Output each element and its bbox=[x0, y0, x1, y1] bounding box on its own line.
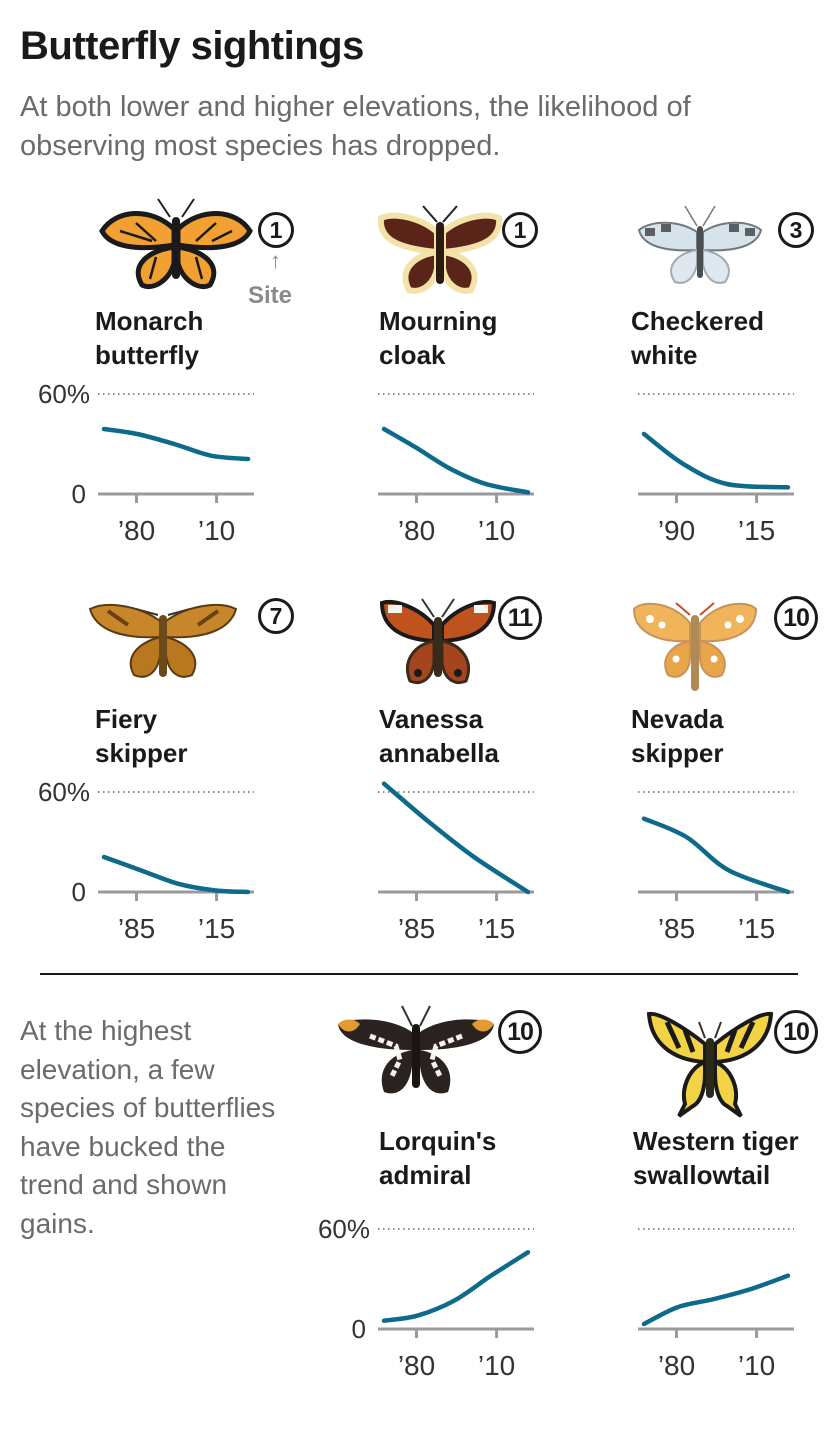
x-tick-label: ’10 bbox=[478, 515, 515, 546]
x-tick-label: ’10 bbox=[198, 515, 235, 546]
lorquins-admiral-butterfly-icon bbox=[338, 1005, 494, 1094]
sparkline-chart: 60% 0 ’85 ’15 bbox=[38, 777, 254, 944]
x-tick-label: ’15 bbox=[478, 913, 515, 944]
panel-mourning-cloak: 1 Mourning cloak ’80 ’10 bbox=[300, 190, 570, 560]
panel-monarch-butterfly: 1 ↑ Site Monarch butterfly 60% 0 ’80 ’10 bbox=[20, 190, 294, 560]
series-line bbox=[101, 426, 251, 462]
x-tick-label: ’10 bbox=[478, 1350, 515, 1381]
x-tick-label: ’80 bbox=[398, 515, 435, 546]
series-line bbox=[641, 431, 791, 490]
y-tick-label: 60% bbox=[38, 777, 90, 807]
species-name: Vanessa annabella bbox=[379, 704, 499, 768]
sparkline-chart: ’80 ’10 bbox=[378, 393, 534, 546]
y-tick-label: 0 bbox=[72, 479, 86, 509]
highest-elevation-note: At the highest elevation, a few species … bbox=[20, 1015, 276, 1239]
x-tick-label: ’80 bbox=[658, 1350, 695, 1381]
page-subtitle: At both lower and higher elevations, the… bbox=[20, 91, 691, 162]
panel-western-tiger-swallowtail: 10 Western tiger swallowtail ’80 ’10 bbox=[560, 1000, 830, 1381]
species-name: Mourning cloak bbox=[379, 306, 498, 370]
site-badge: 3 bbox=[778, 212, 814, 248]
y-tick-label: 60% bbox=[38, 379, 90, 409]
panel-lorquins-admiral: 10 Lorquin's admiral 60% 0 ’80 ’10 bbox=[300, 1000, 570, 1381]
y-tick-label: 60% bbox=[318, 1214, 370, 1244]
panel-fiery-skipper: 7 Fiery skipper 60% 0 ’85 ’15 bbox=[20, 590, 294, 960]
checkered-white-butterfly-icon bbox=[637, 205, 763, 284]
sparkline-chart: 60% 0 ’80 ’10 bbox=[318, 1214, 534, 1381]
x-tick-label: ’15 bbox=[198, 913, 235, 944]
sparkline-chart: ’90 ’15 bbox=[638, 393, 794, 546]
page-title: Butterfly sightings bbox=[20, 24, 364, 68]
x-tick-label: ’85 bbox=[118, 913, 155, 944]
series-line bbox=[641, 816, 791, 895]
series-line bbox=[381, 426, 531, 495]
site-note: Site bbox=[248, 282, 293, 309]
species-name: Fiery skipper bbox=[95, 704, 188, 768]
sparkline-chart: ’85 ’15 bbox=[378, 781, 534, 944]
series-line bbox=[641, 1273, 791, 1327]
x-tick-label: ’80 bbox=[398, 1350, 435, 1381]
nevada-skipper-butterfly-icon bbox=[632, 602, 758, 691]
site-badge: 11 bbox=[498, 596, 542, 640]
species-name: Checkered white bbox=[631, 306, 764, 370]
panel-vanessa-annabella: 11 Vanessa annabella ’85 ’15 bbox=[300, 590, 570, 960]
series-line bbox=[381, 1250, 531, 1323]
panel-checkered-white: 3 Checkered white ’90 ’15 bbox=[560, 190, 830, 560]
x-tick-label: ’80 bbox=[118, 515, 155, 546]
sparkline-chart: 60% 0 ’80 ’10 bbox=[38, 379, 254, 546]
series-line bbox=[101, 854, 251, 895]
y-tick-label: 0 bbox=[72, 877, 86, 907]
species-name: Lorquin's admiral bbox=[379, 1126, 497, 1190]
up-arrow-icon: ↑ bbox=[270, 248, 281, 273]
site-badge: 10 bbox=[774, 596, 818, 640]
x-tick-label: ’15 bbox=[738, 515, 775, 546]
section-divider bbox=[40, 973, 798, 975]
site-badge: 1 bbox=[502, 212, 538, 248]
site-badge: 10 bbox=[498, 1010, 542, 1054]
site-badge: 10 bbox=[774, 1010, 818, 1054]
panel-nevada-skipper: 10 Nevada skipper ’85 ’15 bbox=[560, 590, 830, 960]
vanessa-annabella-butterfly-icon bbox=[379, 598, 497, 684]
site-badge: 1 bbox=[258, 212, 294, 248]
species-name: Nevada skipper bbox=[631, 704, 724, 768]
x-tick-label: ’85 bbox=[658, 913, 695, 944]
x-tick-label: ’15 bbox=[738, 913, 775, 944]
sparkline-chart: ’80 ’10 bbox=[638, 1228, 794, 1381]
series-line bbox=[381, 781, 531, 895]
x-tick-label: ’10 bbox=[738, 1350, 775, 1381]
y-tick-label: 0 bbox=[352, 1314, 366, 1344]
sparkline-chart: ’85 ’15 bbox=[638, 791, 794, 944]
fiery-skipper-butterfly-icon bbox=[88, 604, 238, 678]
monarch-butterfly-icon bbox=[99, 198, 253, 289]
western-tiger-swallowtail-butterfly-icon bbox=[646, 1011, 774, 1118]
mourning-cloak-butterfly-icon bbox=[377, 205, 503, 294]
species-name: Western tiger swallowtail bbox=[633, 1126, 799, 1190]
x-tick-label: ’85 bbox=[398, 913, 435, 944]
species-name: Monarch butterfly bbox=[95, 306, 204, 370]
x-tick-label: ’90 bbox=[658, 515, 695, 546]
site-badge: 7 bbox=[258, 598, 294, 634]
